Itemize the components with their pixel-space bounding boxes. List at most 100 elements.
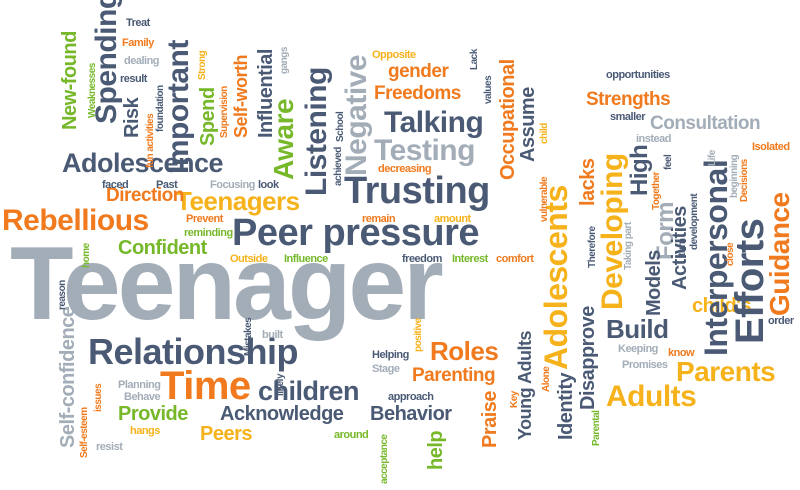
word-consultation: Consultation bbox=[650, 113, 761, 134]
word-help: help bbox=[425, 430, 447, 470]
word-confident: Confident bbox=[118, 237, 207, 259]
word-identity: Identity bbox=[555, 372, 577, 440]
word-hangs: hangs bbox=[130, 425, 160, 437]
word-childs: child's bbox=[692, 295, 752, 317]
word-assume: Assume bbox=[517, 87, 539, 162]
word-comfort: comfort bbox=[496, 253, 534, 265]
word-new-found: New-found bbox=[59, 31, 81, 130]
word-acceptance: acceptance bbox=[379, 434, 390, 484]
word-feel: feel bbox=[663, 154, 674, 170]
word-young-adults: Young Adults bbox=[515, 331, 535, 440]
word-talking: Talking bbox=[384, 106, 484, 139]
word-parental: Parental bbox=[591, 410, 602, 446]
word-listening: Listening bbox=[300, 67, 333, 196]
word-high: High bbox=[626, 144, 653, 196]
word-isolated: Isolated bbox=[752, 141, 790, 153]
word-strengths: Strengths bbox=[586, 89, 671, 110]
word-dealing: dealing bbox=[124, 55, 160, 67]
word-guidance: Guidance bbox=[764, 192, 795, 316]
word-reminding: reminding bbox=[184, 227, 233, 239]
word-supervision: Supervision bbox=[219, 86, 230, 138]
word-important: Important bbox=[162, 40, 195, 174]
word-spend: Spend bbox=[197, 87, 219, 146]
word-family: Family bbox=[122, 37, 154, 49]
word-parents: Parents bbox=[676, 356, 776, 387]
word-self-esteem: Self-esteem bbox=[79, 407, 90, 458]
word-opposite: Opposite bbox=[372, 49, 416, 61]
word-life: Life bbox=[707, 150, 718, 166]
word-time: Time bbox=[160, 364, 251, 408]
word-relationship: Relationship bbox=[88, 331, 299, 372]
word-build: Build bbox=[606, 314, 669, 344]
word-result: result bbox=[120, 73, 147, 85]
word-lacks: lacks bbox=[577, 158, 599, 206]
word-freedom: freedom bbox=[402, 253, 442, 265]
word-stage: Stage bbox=[372, 363, 400, 375]
word-disapprove: Disapprove bbox=[577, 306, 599, 410]
word-child: child bbox=[539, 123, 550, 144]
word-alone: Alone bbox=[541, 366, 552, 392]
word-outside: Outside bbox=[230, 253, 268, 265]
word-prevent: Prevent bbox=[186, 213, 223, 225]
word-school: School bbox=[335, 111, 346, 142]
word-built: built bbox=[262, 329, 283, 341]
word-look: look bbox=[258, 179, 279, 191]
word-around: around bbox=[334, 429, 369, 441]
word-opportunities: opportunities bbox=[606, 69, 670, 81]
word-behavior: Behavior bbox=[370, 403, 452, 425]
word-influential: Influential bbox=[255, 49, 277, 138]
word-self-worth: Self-worth bbox=[231, 55, 251, 138]
word-lack: Lack bbox=[469, 49, 480, 70]
word-gangs: gangs bbox=[279, 47, 290, 74]
word-gender: gender bbox=[388, 61, 449, 82]
word-teenagers: Teenagers bbox=[176, 186, 300, 216]
word-past: Past bbox=[156, 179, 178, 191]
word-peers: Peers bbox=[200, 423, 253, 445]
word-planning: Planning bbox=[118, 379, 161, 391]
word-treat: Treat bbox=[126, 17, 150, 29]
word-peer-pressure: Peer pressure bbox=[232, 212, 480, 254]
word-likely: likely bbox=[275, 373, 286, 396]
word-weaknesses: Weaknesses bbox=[87, 63, 98, 118]
word-praise: Praise bbox=[479, 390, 501, 448]
word-keeping: Keeping bbox=[618, 343, 658, 355]
word-instead: instead bbox=[636, 133, 672, 145]
word-interest: Interest bbox=[452, 253, 488, 265]
word-taking-part: Taking part bbox=[623, 222, 634, 270]
word-amount: amount bbox=[434, 213, 471, 225]
word-faced: faced bbox=[102, 179, 129, 191]
word-values: values bbox=[483, 75, 494, 104]
word-acknowledge: Acknowledge bbox=[220, 403, 344, 425]
word-order: order bbox=[768, 315, 794, 327]
word-trusting: Trusting bbox=[344, 170, 490, 212]
word-vulnerable: vulnerable bbox=[539, 176, 550, 222]
word-testing: Testing bbox=[374, 134, 475, 167]
word-occupational: Occupational bbox=[497, 59, 519, 180]
word-reason: reason bbox=[57, 280, 68, 310]
word-approach: approach bbox=[388, 391, 434, 403]
word-roles: Roles bbox=[430, 336, 499, 366]
word-rebellious: Rebellious bbox=[2, 204, 149, 237]
word-children: children bbox=[258, 376, 360, 406]
word-influence: Influence bbox=[284, 253, 328, 265]
word-positive: positive bbox=[413, 318, 424, 352]
word-issues: issues bbox=[93, 383, 104, 412]
word-turn: turn bbox=[677, 238, 688, 256]
word-close: close bbox=[725, 242, 736, 266]
word-resist: resist bbox=[96, 441, 123, 453]
word-focusing: Focusing bbox=[210, 179, 255, 191]
word-therefore: Therefore bbox=[587, 226, 598, 268]
word-self-confidence: Self-confidence bbox=[57, 306, 79, 448]
word-risk: Risk bbox=[121, 97, 143, 138]
word-home: home bbox=[81, 243, 92, 268]
word-decisions: Decisions bbox=[739, 159, 750, 202]
word-together: Together bbox=[651, 171, 662, 210]
word-adults: Adults bbox=[606, 380, 697, 413]
word-helping: Helping bbox=[372, 349, 409, 361]
word-strong: Strong bbox=[197, 50, 208, 80]
word-development: development bbox=[689, 193, 700, 250]
word-smaller: smaller bbox=[610, 111, 646, 123]
word-key: Key bbox=[509, 391, 520, 408]
word-achieved: achieved bbox=[333, 147, 344, 186]
word-promises: Promises bbox=[622, 359, 668, 371]
